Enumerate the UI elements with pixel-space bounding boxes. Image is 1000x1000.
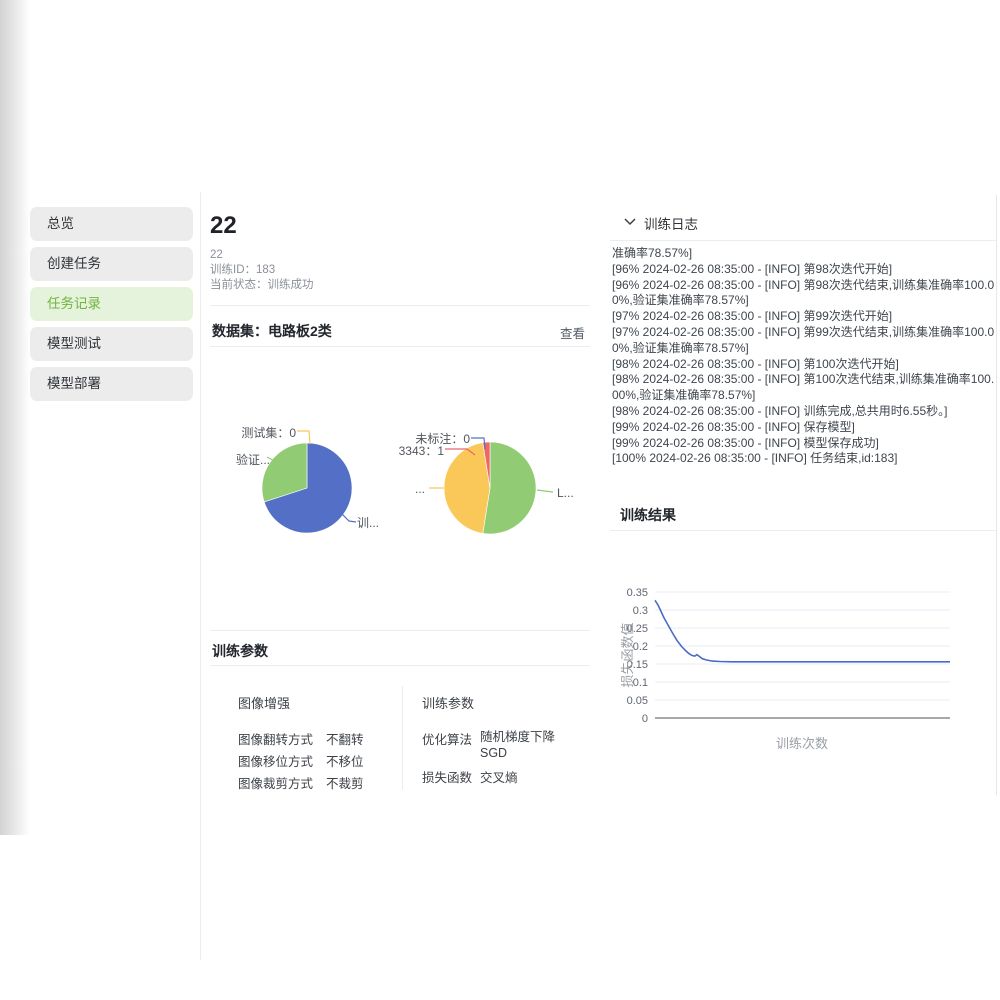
log-line: [98% 2024-02-26 08:35:00 - [INFO] 第100次迭… bbox=[612, 356, 899, 371]
pie2-leader-l bbox=[536, 489, 554, 493]
param-value: 不移位 bbox=[326, 755, 364, 769]
sidebar-item-model-deploy[interactable]: 模型部署 bbox=[30, 367, 193, 401]
augmentation-title: 图像增强 bbox=[238, 696, 291, 711]
svg-text:0: 0 bbox=[642, 713, 648, 725]
pie1-label-testset: 测试集：0 bbox=[241, 426, 296, 440]
dataset-card: 数据集：电路板2类 查看 测试集：0 验证... 训... 未标注：0 3343… bbox=[210, 305, 590, 620]
pie2-leader-unlabeled bbox=[471, 437, 486, 450]
train-params-divider bbox=[210, 665, 590, 666]
sidebar-item-task-records[interactable]: 任务记录 bbox=[30, 287, 193, 321]
y-axis-title: 损失函数值 bbox=[620, 622, 635, 687]
dataset-header: 数据集：电路板2类 bbox=[212, 323, 332, 339]
train-params-header: 训练参数 bbox=[212, 643, 268, 659]
log-line: [97% 2024-02-26 08:35:00 - [INFO] 第99次迭代… bbox=[612, 324, 995, 355]
pie2-label-l: L... bbox=[557, 486, 574, 500]
loss-series-line bbox=[654, 599, 950, 663]
param-key: 损失函数 bbox=[422, 771, 473, 785]
pie2-label-other: ... bbox=[415, 482, 426, 496]
dataset-category-pie-chart bbox=[443, 441, 537, 535]
train-log-divider bbox=[610, 240, 997, 241]
chevron-down-icon[interactable] bbox=[624, 218, 636, 226]
pie-slice bbox=[443, 442, 491, 534]
dataset-split-pie-chart bbox=[261, 442, 353, 534]
param-value: 随机梯度下降 SGD bbox=[480, 730, 556, 760]
loss-line-chart: 0 0.05 0.1 0.15 0.2 0.25 0.3 0.35 损失函数值 训练次数 bbox=[620, 587, 950, 751]
pie-slice bbox=[482, 441, 537, 535]
param-key: 图像裁剪方式 bbox=[238, 777, 314, 791]
train-log-lines[interactable]: 准确率78.57%] [96% 2024-02-26 08:35:00 - [IN… bbox=[612, 246, 997, 474]
svg-text:0.3: 0.3 bbox=[633, 605, 648, 617]
param-value: 不裁剪 bbox=[326, 777, 364, 791]
log-line: 准确率78.57%] bbox=[612, 246, 693, 260]
train-result-divider bbox=[610, 530, 997, 531]
pie1-label-train: 训... bbox=[357, 516, 380, 530]
log-line: [97% 2024-02-26 08:35:00 - [INFO] 第99次迭代… bbox=[612, 309, 893, 324]
pie2-label-3343: 3343：1 bbox=[398, 444, 444, 458]
param-key: 图像翻转方式 bbox=[238, 733, 314, 747]
task-status: 当前状态：训练成功 bbox=[210, 279, 314, 291]
train-result-panel: 训练结果 0 0.05 0.1 0.15 0.2 0.25 0.3 0.35 损失函数值 训练… bbox=[610, 495, 997, 785]
param-key: 图像移位方式 bbox=[238, 755, 314, 769]
sidebar-item-overview[interactable]: 总览 bbox=[30, 207, 193, 241]
train-result-header: 训练结果 bbox=[620, 507, 676, 523]
pie-slice bbox=[482, 441, 491, 489]
param-value: 交叉熵 bbox=[480, 771, 518, 785]
log-line: [98% 2024-02-26 08:35:00 - [INFO] 第100次迭… bbox=[612, 372, 995, 403]
train-log-header: 训练日志 bbox=[644, 217, 698, 232]
dataset-view-button[interactable]: 查看 bbox=[560, 327, 586, 341]
task-name: 22 bbox=[210, 249, 223, 261]
sidebar-divider bbox=[200, 192, 201, 960]
train-id: 训练ID：183 bbox=[210, 264, 276, 276]
pie-slice bbox=[263, 442, 353, 534]
pie2-leader-3343 bbox=[445, 448, 476, 456]
pie2-leader-other bbox=[429, 487, 444, 489]
chart-tick-labels: 0 0.05 0.1 0.15 0.2 0.25 0.3 0.35 bbox=[627, 587, 648, 725]
log-line: [98% 2024-02-26 08:35:00 - [INFO] 训练完成,总… bbox=[612, 403, 948, 418]
svg-text:0.15: 0.15 bbox=[627, 659, 648, 671]
pie1-leader-validation bbox=[266, 456, 285, 467]
log-line: [96% 2024-02-26 08:35:00 - [INFO] 第98次迭代… bbox=[612, 277, 995, 308]
train-subparams-title: 训练参数 bbox=[422, 696, 475, 711]
train-log-panel: 训练日志 准确率78.57%] [96% 2024-02-26 08:35:00 … bbox=[610, 205, 997, 480]
log-line: [99% 2024-02-26 08:35:00 - [INFO] 模型保存成功… bbox=[612, 435, 879, 450]
svg-text:0.25: 0.25 bbox=[627, 623, 648, 635]
pie1-label-validation: 验证... bbox=[236, 453, 271, 467]
params-column-divider bbox=[402, 686, 403, 790]
pie1-leader-testset bbox=[297, 430, 311, 445]
pie2-label-unlabeled: 未标注：0 bbox=[415, 432, 470, 446]
chart-gridlines bbox=[655, 591, 950, 701]
sidebar-item-create-task[interactable]: 创建任务 bbox=[30, 247, 193, 281]
log-line: [100% 2024-02-26 08:35:00 - [INFO] 任务结束,… bbox=[612, 451, 898, 466]
log-line: [96% 2024-02-26 08:35:00 - [INFO] 第98次迭代… bbox=[612, 261, 893, 276]
svg-text:0.2: 0.2 bbox=[633, 641, 648, 653]
param-value: 不翻转 bbox=[326, 733, 364, 747]
right-panel-border bbox=[996, 195, 997, 795]
x-axis-title: 训练次数 bbox=[776, 736, 828, 751]
svg-text:0.05: 0.05 bbox=[627, 695, 648, 707]
param-key: 优化算法 bbox=[422, 733, 473, 747]
left-gradient-strip bbox=[0, 0, 30, 835]
page-title: 22 bbox=[210, 212, 237, 239]
train-params-card: 训练参数 图像增强 图像翻转方式 不翻转 图像移位方式 不移位 图像裁剪方式 不裁剪 … bbox=[210, 630, 590, 792]
svg-text:0.35: 0.35 bbox=[627, 587, 648, 599]
log-line: [99% 2024-02-26 08:35:00 - [INFO] 保存模型] bbox=[612, 419, 855, 434]
sidebar-item-model-test[interactable]: 模型测试 bbox=[30, 327, 193, 361]
pie-slice bbox=[261, 442, 308, 503]
dataset-header-divider bbox=[210, 346, 590, 347]
pie1-leader-train bbox=[335, 507, 357, 523]
svg-text:0.1: 0.1 bbox=[633, 677, 648, 689]
